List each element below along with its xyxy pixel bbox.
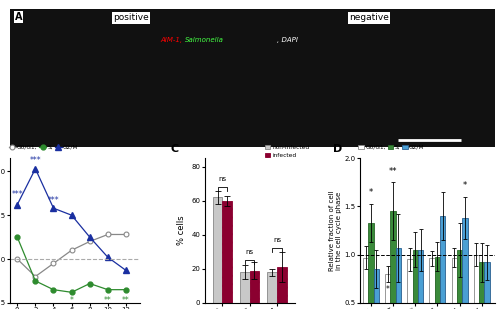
Text: , DAPI: , DAPI <box>277 37 298 43</box>
Text: C: C <box>170 144 178 154</box>
Bar <box>363 257 368 309</box>
Bar <box>368 223 374 309</box>
Bar <box>250 270 259 303</box>
Text: D: D <box>333 144 342 154</box>
Y-axis label: % cells: % cells <box>177 216 186 245</box>
Bar <box>474 255 479 309</box>
Bar <box>268 272 277 303</box>
Text: *: * <box>70 296 73 305</box>
Bar <box>396 248 401 309</box>
Text: **: ** <box>122 296 130 305</box>
Text: ns: ns <box>273 237 281 243</box>
Text: AIM-1,: AIM-1, <box>160 37 184 43</box>
Text: negative: negative <box>349 13 389 22</box>
Text: ***: *** <box>12 190 23 199</box>
Text: positive: positive <box>114 13 149 22</box>
Text: *: * <box>369 188 373 197</box>
Bar <box>479 262 484 309</box>
Bar <box>222 201 232 303</box>
Text: ***: *** <box>30 156 41 165</box>
Legend: G0/G1,, S,, G2/M: G0/G1,, S,, G2/M <box>6 142 80 152</box>
Legend: non-infected, infected: non-infected, infected <box>262 142 312 160</box>
Text: A: A <box>15 12 22 22</box>
Bar <box>213 197 222 303</box>
Text: Salmonella: Salmonella <box>184 37 224 43</box>
Text: ns: ns <box>246 249 254 255</box>
Text: *: * <box>386 286 390 294</box>
Text: **: ** <box>389 167 398 176</box>
Bar <box>440 216 446 309</box>
Bar <box>407 260 412 309</box>
Y-axis label: Relative fraction of cell
in the cell cycle phase: Relative fraction of cell in the cell cy… <box>328 190 342 271</box>
Bar <box>385 274 390 309</box>
Bar <box>452 257 457 309</box>
Bar <box>418 250 423 309</box>
Bar <box>390 211 396 309</box>
Bar <box>374 269 379 309</box>
Bar <box>412 250 418 309</box>
Bar <box>434 256 440 309</box>
Legend: G0/G1,, S,, G2/M: G0/G1,, S,, G2/M <box>356 142 427 152</box>
Bar <box>240 272 250 303</box>
Bar <box>462 218 468 309</box>
Text: ns: ns <box>218 176 226 182</box>
Bar <box>277 267 286 303</box>
Text: ***: *** <box>48 196 60 205</box>
Bar <box>484 262 490 309</box>
Bar <box>430 259 434 309</box>
Text: *: * <box>462 181 467 190</box>
Bar <box>457 250 462 309</box>
Text: **: ** <box>104 296 112 305</box>
